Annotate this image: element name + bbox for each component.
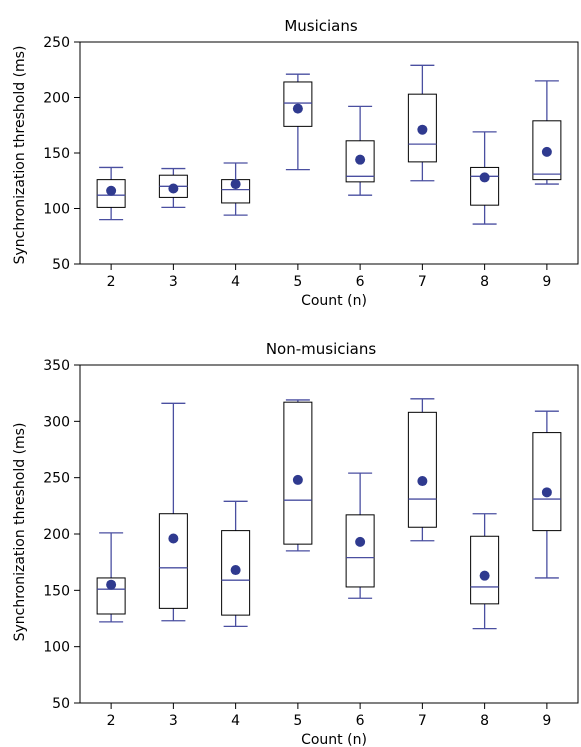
box-6 <box>345 105 375 196</box>
non-musicians-plot-area: 50 100 150 200 250 300 350 2 3 4 5 6 7 8 9 <box>43 358 579 729</box>
y-tick-label: 200 <box>43 91 70 107</box>
mean-marker <box>479 172 490 183</box>
y-tick-label: 50 <box>52 696 70 712</box>
iqr-box <box>158 513 188 609</box>
iqr-box <box>407 411 437 528</box>
iqr-box <box>283 401 313 545</box>
x-tick-label: 7 <box>418 713 427 729</box>
box-4 <box>221 500 251 628</box>
x-tick-label: 5 <box>293 713 302 729</box>
y-tick-label: 100 <box>43 640 70 656</box>
musicians-panel: Musicians Synchronization threshold (ms)… <box>12 17 579 309</box>
box-8 <box>470 131 500 225</box>
x-tick-label: 4 <box>231 713 240 729</box>
x-tick-label: 7 <box>418 274 427 290</box>
mean-marker <box>230 179 241 190</box>
mean-marker <box>106 185 117 196</box>
box-6 <box>345 472 375 599</box>
y-axis-title: Synchronization threshold (ms) <box>12 46 28 265</box>
x-tick-label: 5 <box>293 274 302 290</box>
x-axis-title: Count (n) <box>301 293 367 309</box>
x-tick-label: 6 <box>356 713 365 729</box>
mean-marker <box>230 565 241 576</box>
y-tick-label: 100 <box>43 202 70 218</box>
mean-marker <box>168 183 179 194</box>
mean-marker <box>292 474 303 485</box>
mean-marker <box>168 533 179 544</box>
y-tick-label: 250 <box>43 35 70 51</box>
x-tick-label: 8 <box>480 274 489 290</box>
y-tick-label: 50 <box>52 257 70 273</box>
panel-title: Non-musicians <box>266 340 377 358</box>
box-3 <box>158 167 188 209</box>
box-7 <box>407 398 437 542</box>
iqr-box <box>532 432 562 532</box>
iqr-box <box>470 535 500 605</box>
x-axis-title: Count (n) <box>301 732 367 747</box>
box-2 <box>96 532 126 623</box>
x-tick-label: 2 <box>107 274 116 290</box>
mean-marker <box>355 536 366 547</box>
x-tick-label: 8 <box>480 713 489 729</box>
mean-marker <box>292 103 303 114</box>
box-5 <box>283 73 313 171</box>
non-musicians-panel: Non-musicians Synchronization threshold … <box>12 340 579 747</box>
mean-marker <box>106 579 117 590</box>
x-tick-label: 4 <box>231 274 240 290</box>
box-5 <box>283 399 313 552</box>
box-4 <box>221 162 251 216</box>
panel-title: Musicians <box>284 17 358 35</box>
y-tick-label: 150 <box>43 146 70 162</box>
plot-frame <box>79 41 579 265</box>
x-tick-label: 3 <box>169 713 178 729</box>
box-8 <box>470 513 500 630</box>
box-9 <box>532 410 562 579</box>
musicians-plot-area: 50 100 150 200 250 2 3 4 5 6 7 8 9 <box>43 35 579 290</box>
box-9 <box>532 80 562 185</box>
y-axis-title: Synchronization threshold (ms) <box>12 423 28 642</box>
x-tick-label: 3 <box>169 274 178 290</box>
iqr-box <box>407 93 437 163</box>
y-tick-label: 350 <box>43 358 70 374</box>
y-tick-label: 300 <box>43 414 70 430</box>
mean-marker <box>541 146 552 157</box>
mean-marker <box>417 476 428 487</box>
x-tick-label: 6 <box>356 274 365 290</box>
y-tick-label: 200 <box>43 527 70 543</box>
mean-marker <box>417 124 428 135</box>
x-tick-label: 9 <box>542 274 551 290</box>
y-tick-label: 250 <box>43 471 70 487</box>
y-tick-label: 150 <box>43 583 70 599</box>
mean-marker <box>355 154 366 165</box>
box-7 <box>407 64 437 182</box>
plot-frame <box>79 364 579 704</box>
iqr-box <box>96 179 126 208</box>
box-3 <box>158 402 188 622</box>
x-tick-label: 9 <box>542 713 551 729</box>
x-tick-label: 2 <box>107 713 116 729</box>
iqr-box <box>345 514 375 588</box>
mean-marker <box>541 487 552 498</box>
mean-marker <box>479 570 490 581</box>
box-2 <box>96 166 126 221</box>
